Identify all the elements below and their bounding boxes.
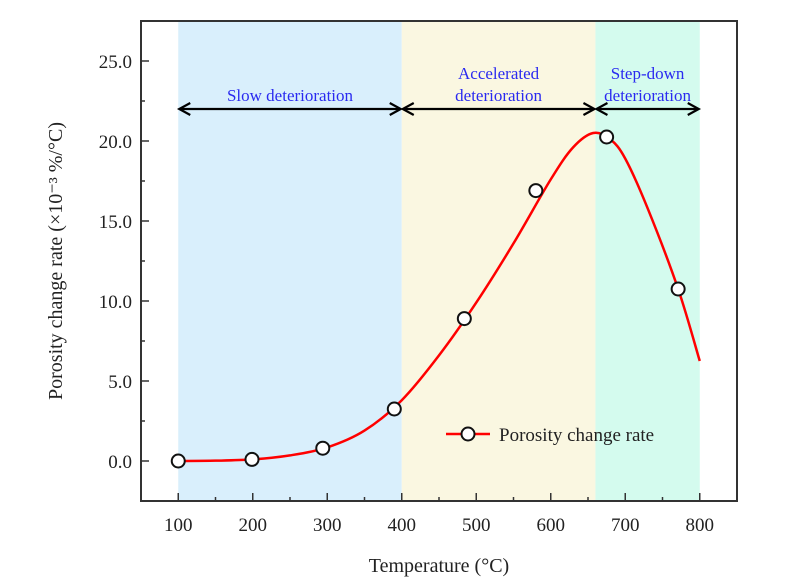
y-tick-label: 0.0 bbox=[108, 452, 132, 473]
data-point bbox=[599, 129, 615, 145]
data-point bbox=[670, 281, 686, 297]
x-axis: 100 200 300 400 500 600 700 800 bbox=[164, 493, 714, 536]
arrowhead-right-icon bbox=[687, 102, 702, 116]
x-tick-label: 400 bbox=[388, 515, 417, 536]
y-tick-label: 15.0 bbox=[99, 212, 132, 233]
x-axis-title: Temperature (°C) bbox=[369, 555, 509, 577]
region-accelerated bbox=[401, 22, 596, 500]
data-point bbox=[315, 440, 331, 456]
x-tick-label: 800 bbox=[686, 515, 715, 536]
legend-marker bbox=[460, 426, 476, 442]
region-label-step-down: deterioration bbox=[604, 86, 691, 105]
region-annotations: Slow deterioration Accelerated deteriorati… bbox=[176, 64, 702, 116]
x-tick-label: 600 bbox=[537, 515, 566, 536]
data-point bbox=[244, 451, 260, 467]
points-layer bbox=[170, 129, 686, 469]
series-line-porosity-change-rate bbox=[178, 131, 701, 463]
region-label-accelerated: Accelerated bbox=[458, 64, 540, 83]
region-label-accelerated: deterioration bbox=[455, 86, 542, 105]
x-tick-label: 500 bbox=[462, 515, 491, 536]
region-slow bbox=[178, 22, 402, 500]
region-step-down bbox=[595, 22, 700, 500]
y-axis: 0.0 5.0 10.0 15.0 20.0 25.0 bbox=[99, 52, 149, 473]
x-tick-label: 700 bbox=[611, 515, 640, 536]
region-label-step-down: Step-down bbox=[611, 64, 685, 83]
y-axis-title: Porosity change rate (×10⁻³ %/°C) bbox=[45, 122, 67, 400]
curve-layer bbox=[178, 131, 701, 463]
arrowhead-left-icon bbox=[594, 102, 608, 116]
data-point bbox=[386, 401, 402, 417]
x-tick-label: 200 bbox=[239, 515, 268, 536]
data-point bbox=[170, 453, 186, 469]
x-tick-label: 300 bbox=[313, 515, 342, 536]
region-label-slow: Slow deterioration bbox=[227, 86, 354, 105]
arrowhead-left-icon bbox=[176, 102, 191, 116]
y-tick-label: 20.0 bbox=[99, 132, 132, 153]
arrowhead-left-icon bbox=[400, 102, 415, 116]
data-point bbox=[528, 183, 544, 199]
y-tick-label: 10.0 bbox=[99, 292, 132, 313]
data-point bbox=[456, 311, 472, 327]
legend-label: Porosity change rate bbox=[499, 425, 654, 446]
y-tick-label: 5.0 bbox=[108, 372, 132, 393]
x-tick-label: 100 bbox=[164, 515, 193, 536]
y-tick-label: 25.0 bbox=[99, 52, 132, 73]
legend: Porosity change rate bbox=[446, 425, 654, 446]
regions-layer bbox=[178, 22, 700, 500]
